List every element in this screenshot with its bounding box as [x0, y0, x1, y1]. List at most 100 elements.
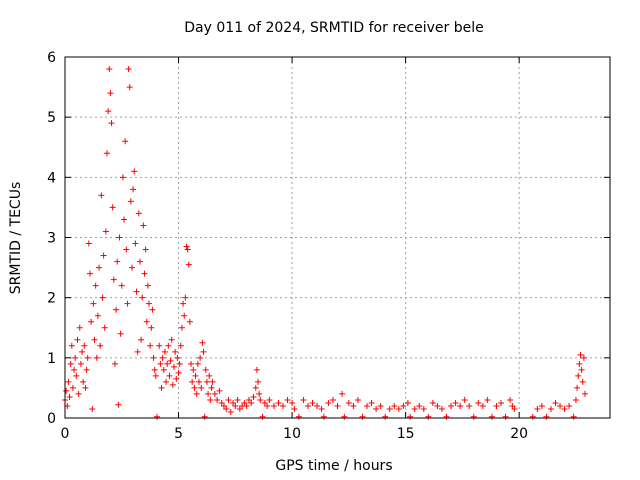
- data-point: [236, 405, 243, 412]
- grid-lines: [65, 57, 610, 418]
- data-point: [143, 318, 150, 325]
- data-point: [102, 228, 109, 235]
- data-point: [232, 402, 239, 409]
- data-point: [176, 360, 183, 367]
- y-tick-label: 4: [47, 170, 56, 186]
- data-point: [284, 396, 291, 403]
- data-point: [101, 324, 108, 331]
- data-point: [150, 354, 157, 361]
- data-point: [574, 384, 581, 391]
- data-point: [578, 366, 585, 373]
- data-point: [479, 402, 486, 409]
- data-point: [116, 234, 123, 241]
- data-point: [141, 270, 148, 277]
- data-point: [159, 354, 166, 361]
- data-point: [140, 222, 147, 229]
- data-point: [275, 399, 282, 406]
- data-point: [225, 396, 232, 403]
- data-point: [354, 396, 361, 403]
- data-point: [243, 402, 250, 409]
- data-point: [189, 378, 196, 385]
- data-point: [164, 360, 171, 367]
- data-point: [86, 270, 93, 277]
- data-point: [166, 372, 173, 379]
- data-point: [576, 360, 583, 367]
- data-point: [320, 413, 327, 420]
- data-point: [79, 348, 86, 355]
- data-point: [114, 258, 121, 265]
- data-point: [177, 342, 184, 349]
- data-point: [108, 120, 115, 127]
- data-point: [125, 66, 132, 73]
- data-point: [117, 330, 124, 337]
- data-point: [223, 405, 230, 412]
- data-point: [151, 366, 158, 373]
- data-point: [256, 390, 263, 397]
- data-point: [72, 354, 79, 361]
- data-point: [71, 366, 78, 373]
- data-point: [318, 405, 325, 412]
- data-point: [122, 138, 129, 145]
- data-point: [470, 413, 477, 420]
- data-point: [230, 399, 237, 406]
- data-point: [259, 413, 266, 420]
- data-point: [266, 396, 273, 403]
- data-point: [128, 264, 135, 271]
- data-point: [173, 375, 180, 382]
- data-point: [248, 399, 255, 406]
- data-points: [62, 66, 589, 420]
- data-point: [83, 366, 90, 373]
- data-point: [291, 405, 298, 412]
- data-point: [207, 396, 214, 403]
- data-point: [104, 150, 111, 157]
- data-point: [88, 318, 95, 325]
- data-point: [115, 401, 122, 408]
- data-point: [149, 306, 156, 313]
- data-point: [93, 354, 100, 361]
- data-point: [211, 390, 218, 397]
- data-point: [85, 240, 92, 247]
- data-point: [577, 351, 584, 358]
- data-point: [68, 342, 75, 349]
- axis-ticks: 0 5 10 15 20 0 1 2 3 4 5 6: [47, 50, 610, 442]
- data-point: [377, 402, 384, 409]
- data-point: [127, 198, 134, 205]
- data-point: [195, 378, 202, 385]
- data-point: [575, 372, 582, 379]
- data-point: [218, 399, 225, 406]
- data-point: [63, 387, 70, 394]
- x-tick-label: 20: [510, 426, 528, 442]
- data-point: [132, 240, 139, 247]
- data-point: [191, 384, 198, 391]
- data-point: [252, 384, 259, 391]
- data-point: [168, 336, 175, 343]
- data-point: [373, 405, 380, 412]
- data-point: [67, 360, 74, 367]
- data-point: [94, 312, 101, 319]
- data-point: [566, 402, 573, 409]
- data-point: [157, 360, 164, 367]
- data-point: [386, 405, 393, 412]
- data-point: [429, 399, 436, 406]
- data-point: [452, 399, 459, 406]
- data-point: [502, 413, 509, 420]
- data-point: [111, 360, 118, 367]
- data-point: [106, 66, 113, 73]
- data-point: [582, 390, 589, 397]
- data-point: [579, 378, 586, 385]
- data-point: [438, 405, 445, 412]
- data-point: [74, 336, 81, 343]
- data-point: [200, 348, 207, 355]
- data-point: [76, 324, 83, 331]
- data-point: [257, 396, 264, 403]
- data-point: [314, 402, 321, 409]
- data-point: [192, 372, 199, 379]
- data-point: [199, 339, 206, 346]
- data-point: [407, 413, 414, 420]
- data-point: [190, 366, 197, 373]
- data-point: [350, 402, 357, 409]
- data-point: [416, 402, 423, 409]
- data-point: [165, 342, 172, 349]
- x-tick-label: 10: [283, 426, 301, 442]
- data-point: [359, 413, 366, 420]
